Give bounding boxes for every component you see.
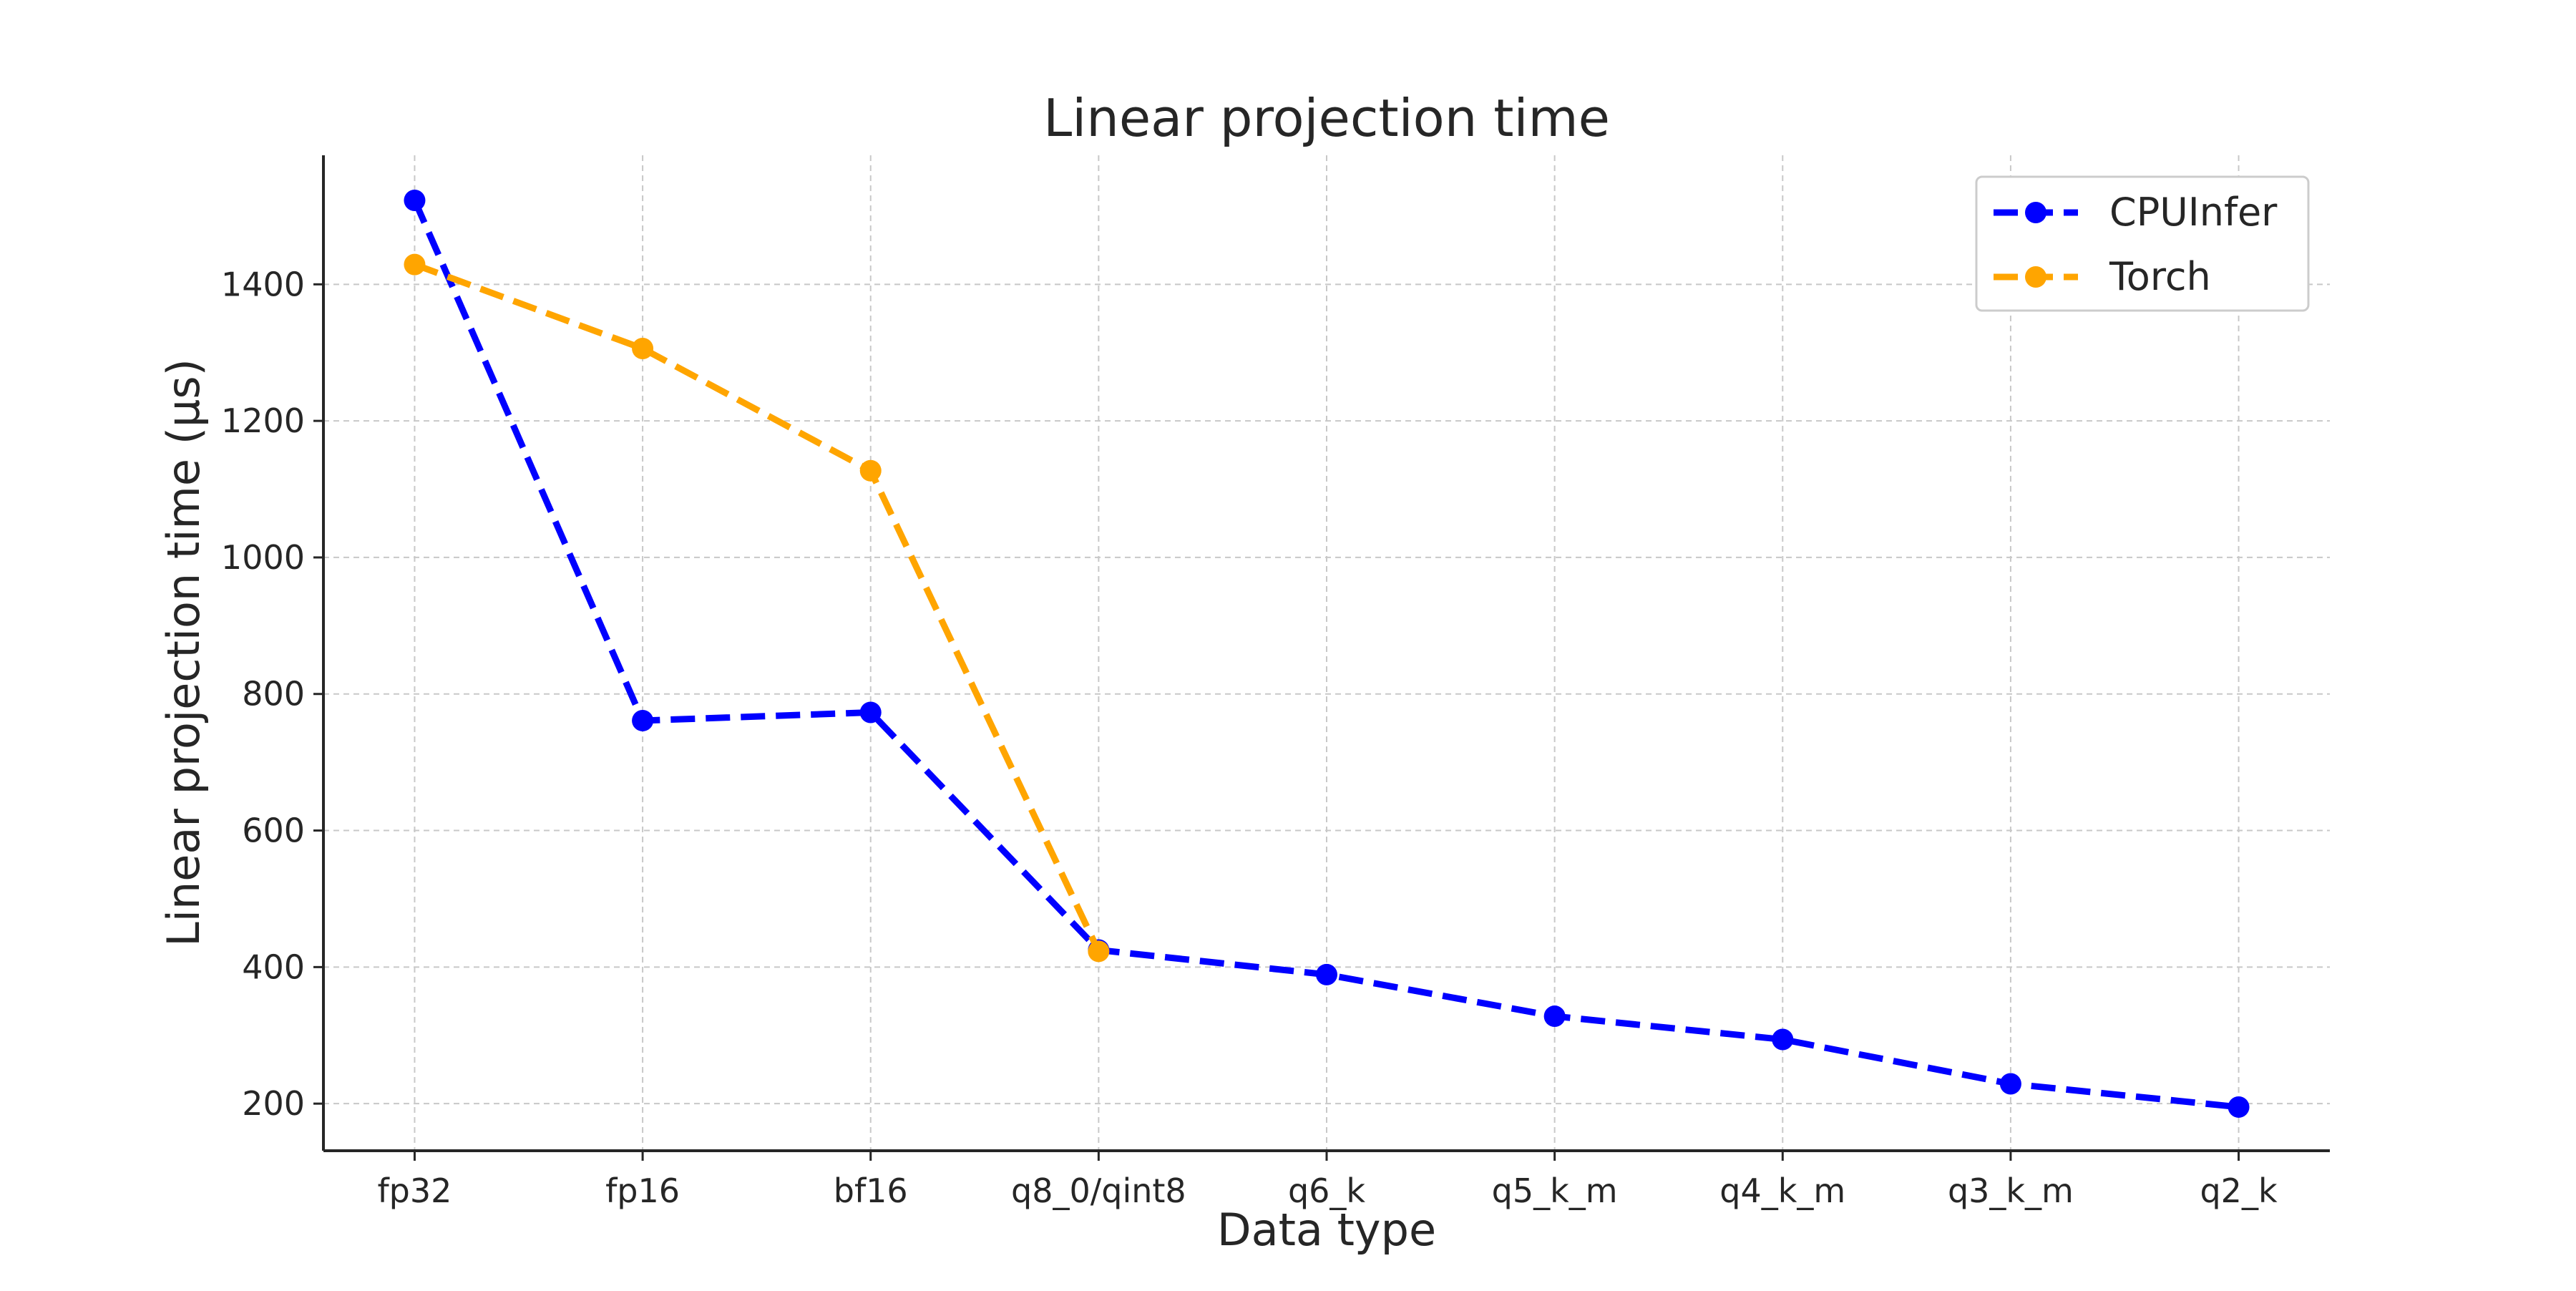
legend-box: [1975, 175, 2310, 312]
y-axis-label: Linear projection time (µs): [157, 359, 210, 947]
data-point-cpuinfer: [2228, 1096, 2250, 1118]
x-tick-label: fp32: [377, 1171, 452, 1210]
x-tick-label: q4_k_m: [1719, 1171, 1845, 1210]
x-tick-label: q8_0/qint8: [1011, 1171, 1186, 1210]
data-point-cpuinfer: [404, 189, 426, 211]
y-axis-ticks: 200 400 600 800 1000 1200 1400: [221, 265, 323, 1123]
x-tick-label: q2_k: [2200, 1171, 2277, 1210]
y-tick-label: 400: [242, 947, 305, 986]
y-tick-label: 1200: [221, 401, 305, 440]
y-tick-label: 1000: [221, 538, 305, 577]
legend-marker-torch: [2025, 266, 2046, 288]
data-point-cpuinfer: [859, 701, 882, 724]
data-point-cpuinfer: [1772, 1028, 1794, 1051]
y-tick-label: 800: [242, 675, 305, 713]
legend-label: Torch: [2109, 254, 2211, 299]
x-tick-label: q5_k_m: [1492, 1171, 1618, 1210]
data-point-torch: [632, 337, 654, 359]
legend: CPUInfer Torch: [1975, 175, 2310, 312]
data-point-torch: [404, 253, 426, 276]
data-point-torch: [1088, 940, 1110, 963]
y-tick-label: 600: [242, 812, 305, 850]
x-tick-label: fp16: [605, 1171, 680, 1210]
x-tick-label: q6_k: [1288, 1171, 1365, 1210]
data-point-cpuinfer: [1543, 1005, 1566, 1028]
legend-label: CPUInfer: [2109, 190, 2278, 235]
y-tick-label: 1400: [221, 265, 305, 303]
series-layer: [404, 189, 2250, 1118]
data-point-cpuinfer: [1316, 963, 1337, 985]
x-tick-label: q3_k_m: [1948, 1171, 2074, 1210]
chart-title: Linear projection time: [1043, 88, 1610, 148]
series-line-torch: [413, 261, 1102, 953]
data-point-cpuinfer: [1999, 1073, 2021, 1095]
x-tick-label: bf16: [834, 1171, 908, 1210]
x-axis-label: Data type: [1217, 1204, 1436, 1256]
data-point-cpuinfer: [632, 709, 654, 731]
data-point-torch: [859, 459, 882, 482]
x-axis-ticks: fp32 fp16 bf16 q8_0/qint8 q6_k q5_k_m q4_k_m q3…: [377, 1151, 2278, 1210]
y-tick-label: 200: [242, 1084, 305, 1123]
legend-marker-cpuinfer: [2025, 202, 2046, 223]
